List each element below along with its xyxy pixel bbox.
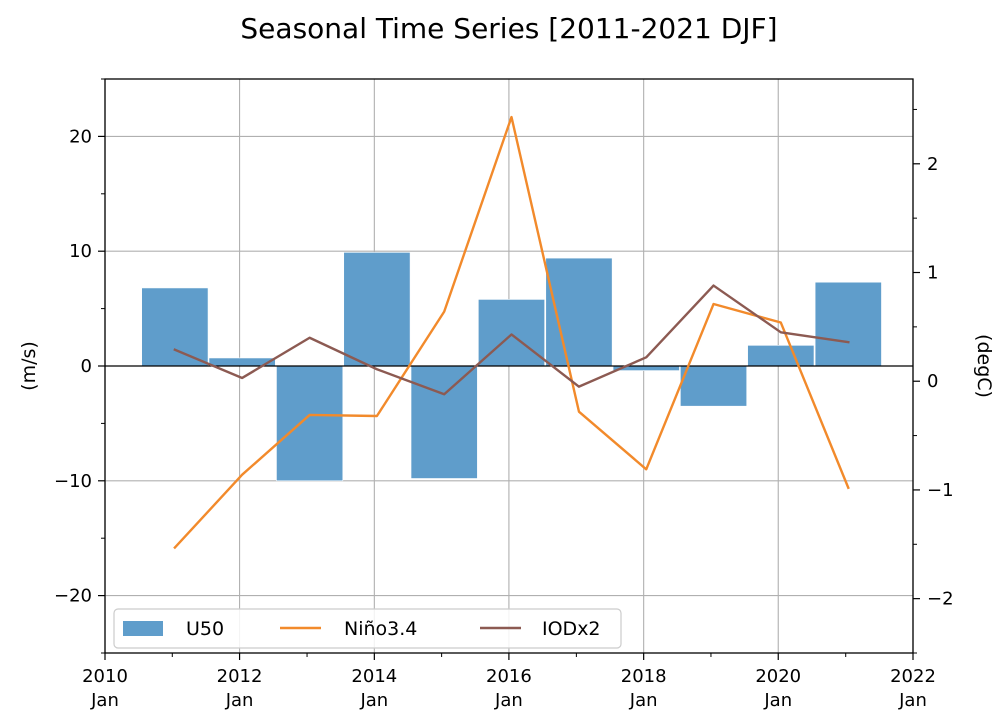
x-tick-label-year: 2020 [755, 666, 801, 687]
bar-u50 [680, 365, 748, 407]
bar-u50 [141, 287, 209, 367]
line-series-nino34 [173, 115, 850, 550]
y-right-tick-label: 2 [927, 154, 938, 175]
x-tick-label-year: 2014 [351, 666, 397, 687]
x-tick-label-year: 2022 [890, 666, 936, 687]
y-right-tick-label: −1 [927, 480, 954, 501]
x-axis: 2010 Jan 2012 Jan 2014 Jan 2016 Jan 2018 Jan 2020 J… [82, 653, 936, 711]
legend-frame [113, 608, 622, 649]
y-right-tick-label: −2 [927, 589, 954, 610]
line-series-iodx2 [173, 284, 850, 396]
chart-title: Seasonal Time Series [2011-2021 DJF] [240, 12, 777, 45]
legend-label-u50: U50 [186, 618, 224, 640]
y-left-tick-label: 10 [69, 241, 92, 262]
bar-u50 [343, 252, 411, 367]
legend-label-iodx2: IODx2 [542, 618, 601, 640]
x-tick-label-month: Jan [629, 690, 658, 711]
y-axis-left: −20 −10 0 10 20 [54, 78, 105, 654]
y-axis-right-label: (degC) [973, 334, 995, 398]
x-tick-label-year: 2010 [82, 666, 128, 687]
y-left-tick-label: −10 [54, 471, 92, 492]
x-tick-label-year: 2016 [486, 666, 532, 687]
legend: U50 Niño3.4 IODx2 [113, 608, 622, 649]
x-tick-label-month: Jan [359, 690, 388, 711]
y-right-tick-label: 1 [927, 263, 938, 284]
y-axis-left-label: (m/s) [18, 341, 40, 391]
x-tick-label-year: 2018 [621, 666, 667, 687]
bar-u50 [276, 365, 344, 482]
bar-u50 [410, 365, 478, 479]
y-left-tick-label: 0 [81, 356, 92, 377]
x-tick-label-month: Jan [494, 690, 523, 711]
y-right-tick-label: 0 [927, 371, 938, 392]
y-left-tick-label: −20 [54, 586, 92, 607]
legend-swatch-u50 [123, 621, 163, 636]
line-series [173, 115, 850, 550]
y-left-tick-label: 20 [69, 126, 92, 147]
y-axis-right: −2 −1 0 1 2 [913, 108, 954, 654]
legend-label-nino34: Niño3.4 [344, 618, 417, 640]
bar-u50 [747, 345, 815, 367]
x-tick-label-month: Jan [898, 690, 927, 711]
x-tick-label-month: Jan [763, 690, 792, 711]
x-tick-label-month: Jan [225, 690, 254, 711]
x-tick-label-year: 2012 [217, 666, 263, 687]
x-tick-label-month: Jan [90, 690, 119, 711]
bar-u50 [814, 281, 882, 367]
